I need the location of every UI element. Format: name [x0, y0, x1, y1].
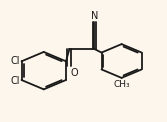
Text: O: O [70, 68, 78, 78]
Text: N: N [91, 11, 98, 21]
Text: CH₃: CH₃ [113, 80, 130, 89]
Text: Cl: Cl [10, 76, 20, 86]
Text: Cl: Cl [10, 56, 20, 66]
